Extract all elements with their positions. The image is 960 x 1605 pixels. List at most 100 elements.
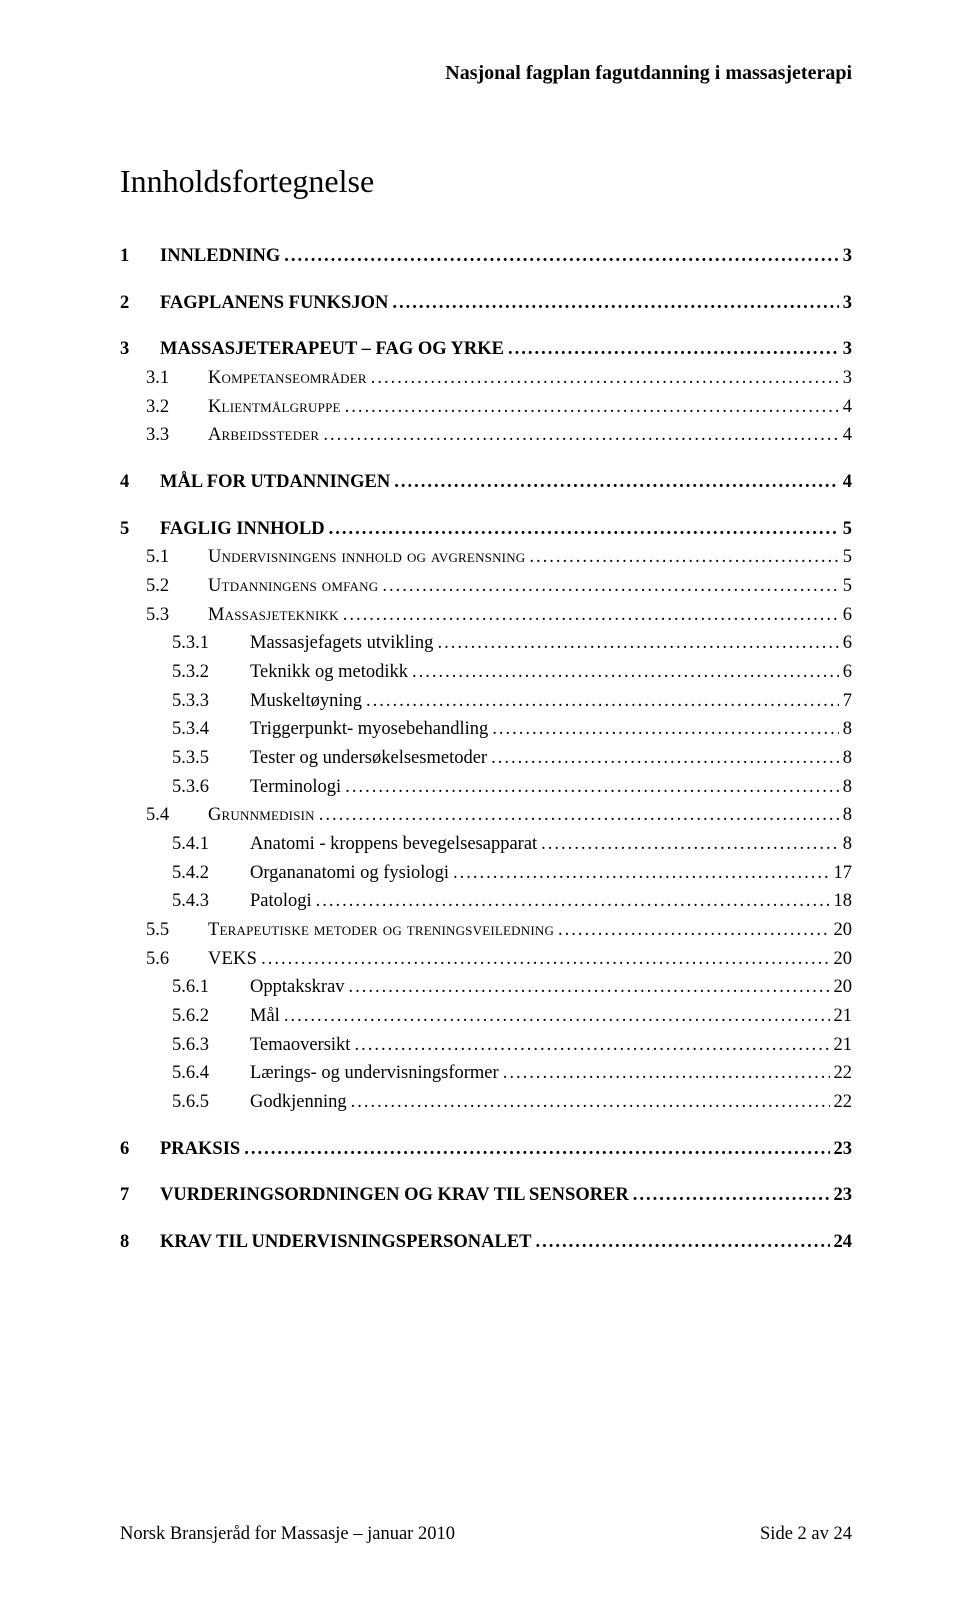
toc-entry-page: 20 xyxy=(830,973,853,1002)
toc-leader-dots xyxy=(341,773,839,802)
toc-entry-number: 3 xyxy=(120,335,154,364)
toc-entry-page: 8 xyxy=(839,773,852,802)
footer-right: Side 2 av 24 xyxy=(760,1524,852,1545)
toc-entry-number: 5.6.2 xyxy=(172,1002,244,1031)
toc-entry-page: 21 xyxy=(830,1031,853,1060)
toc-entry: 3.1Kompetanseområder3 xyxy=(120,364,852,393)
toc-entry: 5.6VEKS20 xyxy=(120,945,852,974)
toc-entry-page: 20 xyxy=(830,945,853,974)
toc-entry: 5FAGLIG INNHOLD5 xyxy=(120,515,852,544)
toc-entry-page: 23 xyxy=(830,1181,853,1210)
toc-leader-dots xyxy=(388,289,838,318)
toc-entry: 3MASSASJETERAPEUT – FAG OG YRKE3 xyxy=(120,335,852,364)
toc-entry-title: Massasjeteknikk xyxy=(202,601,339,630)
toc-entry-number: 5.3.5 xyxy=(172,744,244,773)
toc-entry: 5.3.5Tester og undersøkelsesmetoder8 xyxy=(120,744,852,773)
toc-entry-title: MÅL FOR UTDANNINGEN xyxy=(154,468,390,497)
toc-entry-number: 5.3.3 xyxy=(172,687,244,716)
toc-entry-page: 6 xyxy=(839,601,852,630)
toc-leader-dots xyxy=(487,744,839,773)
toc-entry-number: 5.2 xyxy=(146,572,202,601)
toc-entry-page: 4 xyxy=(839,393,852,422)
toc-entry-page: 23 xyxy=(830,1135,853,1164)
toc-entry: 8KRAV TIL UNDERVISNINGSPERSONALET 24 xyxy=(120,1228,852,1257)
toc-entry-title: Undervisningens innhold og avgrensning xyxy=(202,543,525,572)
toc-leader-dots xyxy=(449,859,829,888)
toc-leader-dots xyxy=(504,335,839,364)
toc-entry-page: 4 xyxy=(839,421,852,450)
toc-entry-number: 3.3 xyxy=(146,421,202,450)
toc-entry-title: Mål xyxy=(244,1002,280,1031)
toc-entry-page: 6 xyxy=(839,629,852,658)
toc-entry: 5.4.1Anatomi - kroppens bevegelsesappara… xyxy=(120,830,852,859)
toc-entry-number: 5.5 xyxy=(146,916,202,945)
toc-entry: 4MÅL FOR UTDANNINGEN4 xyxy=(120,468,852,497)
toc-entry: 2FAGPLANENS FUNKSJON3 xyxy=(120,289,852,318)
toc-entry-number: 5.4 xyxy=(146,801,202,830)
toc-entry: 5.6.4Lærings- og undervisningsformer22 xyxy=(120,1059,852,1088)
toc-entry-number: 5.6.5 xyxy=(172,1088,244,1117)
page: Nasjonal fagplan fagutdanning i massasje… xyxy=(0,0,960,1605)
toc-entry-title: PRAKSIS xyxy=(154,1135,240,1164)
toc-entry-page: 8 xyxy=(839,801,852,830)
toc-entry-page: 4 xyxy=(839,468,852,497)
toc-leader-dots xyxy=(257,945,829,974)
toc-entry-page: 3 xyxy=(839,335,852,364)
toc-entry-title: Temaoversikt xyxy=(244,1031,350,1060)
toc-entry-page: 8 xyxy=(839,715,852,744)
toc-leader-dots xyxy=(319,421,838,450)
toc-entry-number: 5.3.6 xyxy=(172,773,244,802)
toc-entry-page: 24 xyxy=(830,1228,853,1257)
toc-entry-title: FAGLIG INNHOLD xyxy=(154,515,325,544)
toc-entry-title: Arbeidssteder xyxy=(202,421,319,450)
toc-entry-title: MASSASJETERAPEUT – FAG OG YRKE xyxy=(154,335,504,364)
toc-entry-title: Triggerpunkt- myosebehandling xyxy=(244,715,488,744)
toc-leader-dots xyxy=(488,715,838,744)
toc-leader-dots xyxy=(499,1059,830,1088)
toc-entry: 6PRAKSIS23 xyxy=(120,1135,852,1164)
toc-entry: 5.3.1Massasjefagets utvikling 6 xyxy=(120,629,852,658)
toc-entry: 5.6.3Temaoversikt21 xyxy=(120,1031,852,1060)
toc-entry-page: 20 xyxy=(830,916,853,945)
toc-entry-page: 3 xyxy=(839,364,852,393)
toc-entry-title: Kompetanseområder xyxy=(202,364,367,393)
toc-leader-dots xyxy=(315,801,839,830)
toc-entry-title: Godkjenning xyxy=(244,1088,347,1117)
toc-entry: 1INNLEDNING3 xyxy=(120,242,852,271)
toc-entry-page: 18 xyxy=(830,887,853,916)
toc-entry-title: INNLEDNING xyxy=(154,242,280,271)
toc-entry-title: Lærings- og undervisningsformer xyxy=(244,1059,499,1088)
toc-entry: 5.6.2Mål21 xyxy=(120,1002,852,1031)
toc-leader-dots xyxy=(347,1088,830,1117)
toc-entry: 5.3Massasjeteknikk6 xyxy=(120,601,852,630)
toc-entry-title: Massasjefagets utvikling xyxy=(244,629,433,658)
toc-entry-title: Terapeutiske metoder og treningsveiledni… xyxy=(202,916,554,945)
toc-leader-dots xyxy=(312,887,830,916)
toc-entry-number: 5.4.2 xyxy=(172,859,244,888)
toc-heading: Innholdsfortegnelse xyxy=(120,163,852,200)
toc-entry-title: KRAV TIL UNDERVISNINGSPERSONALET xyxy=(154,1228,532,1257)
toc-entry-title: Utdanningens omfang xyxy=(202,572,378,601)
toc-entry-number: 4 xyxy=(120,468,154,497)
toc-entry-title: Muskeltøyning xyxy=(244,687,362,716)
toc-leader-dots xyxy=(433,629,838,658)
toc-entry: 5.3.2Teknikk og metodikk6 xyxy=(120,658,852,687)
toc-entry-number: 8 xyxy=(120,1228,154,1257)
toc-leader-dots xyxy=(280,242,838,271)
toc-entry-number: 5.6 xyxy=(146,945,202,974)
toc-entry: 5.1Undervisningens innhold og avgrensnin… xyxy=(120,543,852,572)
toc-leader-dots xyxy=(280,1002,830,1031)
toc-entry: 5.4.2Organanatomi og fysiologi17 xyxy=(120,859,852,888)
toc-entry-number: 5.3.1 xyxy=(172,629,244,658)
toc-leader-dots xyxy=(629,1181,830,1210)
toc-leader-dots xyxy=(554,916,829,945)
toc-leader-dots xyxy=(525,543,838,572)
toc-entry-title: Teknikk og metodikk xyxy=(244,658,408,687)
toc-entry-number: 5.3.2 xyxy=(172,658,244,687)
toc-entry-page: 3 xyxy=(839,289,852,318)
toc-leader-dots xyxy=(350,1031,829,1060)
toc-entry-title: Anatomi - kroppens bevegelsesapparat xyxy=(244,830,537,859)
running-head: Nasjonal fagplan fagutdanning i massasje… xyxy=(120,62,852,85)
toc-leader-dots xyxy=(341,393,839,422)
toc-entry-page: 5 xyxy=(839,515,852,544)
